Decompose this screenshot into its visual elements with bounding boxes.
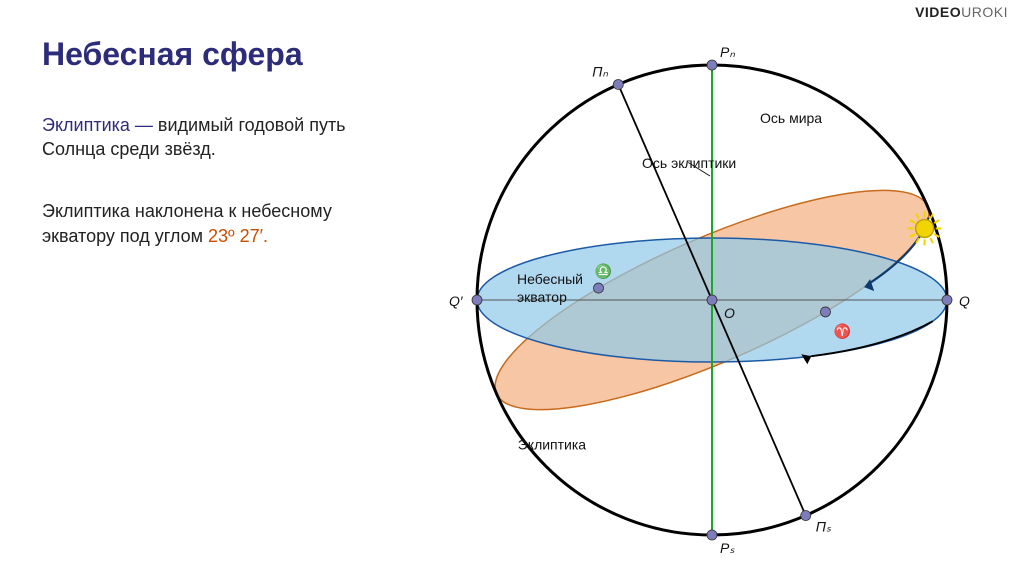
point-label-lib: ♎ [595, 263, 612, 280]
paragraph-2: Эклиптика наклонена к небесному экватору… [42, 199, 402, 248]
point-Q [942, 295, 952, 305]
point-label-O: O [724, 305, 735, 321]
sun-ray [934, 220, 939, 223]
point-ari [820, 307, 830, 317]
point-O [707, 295, 717, 305]
label-axis-world: Ось мира [760, 110, 822, 126]
point-PS [707, 530, 717, 540]
point-Qp [472, 295, 482, 305]
text-block: Небесная сфера Эклиптика — видимый годов… [42, 36, 402, 286]
point-label-Q: Q [959, 293, 970, 309]
point-label-PiN: Пₙ [592, 63, 608, 79]
paragraph-1: Эклиптика — видимый годовой путь Солнца … [42, 113, 402, 162]
point-PiN [613, 79, 623, 89]
point-lib [594, 283, 604, 293]
point-label-Qp: Q′ [449, 293, 464, 309]
point-label-PS: Pₛ [720, 540, 735, 556]
celestial-sphere-diagram: Pₙ Pₛ Пₙ Пₛ Q Q′ O ♎ ♈ Ось мира Ось эклиптики Небес… [432, 20, 1012, 576]
page-title: Небесная сфера [42, 36, 402, 73]
label-axis-ecliptic: Ось эклиптики [642, 155, 736, 171]
label-equator-1: Небесный [517, 271, 583, 287]
watermark-part2: UROKI [961, 4, 1008, 20]
label-ecliptic: Эклиптика [518, 437, 587, 453]
para1-lead: Эклиптика — [42, 115, 153, 135]
para2-text: Эклиптика наклонена к небесному экватору… [42, 201, 332, 245]
watermark: VIDEOUROKI [915, 4, 1008, 20]
point-label-PiS: Пₛ [816, 519, 832, 535]
sun-ray [930, 238, 933, 243]
sun-icon [916, 219, 934, 237]
watermark-part1: VIDEO [915, 4, 961, 20]
point-PN [707, 60, 717, 70]
para2-angle: 23º 27′. [208, 226, 268, 246]
label-equator-2: экватор [517, 289, 567, 305]
point-label-ari: ♈ [833, 323, 850, 340]
point-label-PN: Pₙ [720, 44, 735, 60]
point-PiS [801, 511, 811, 521]
